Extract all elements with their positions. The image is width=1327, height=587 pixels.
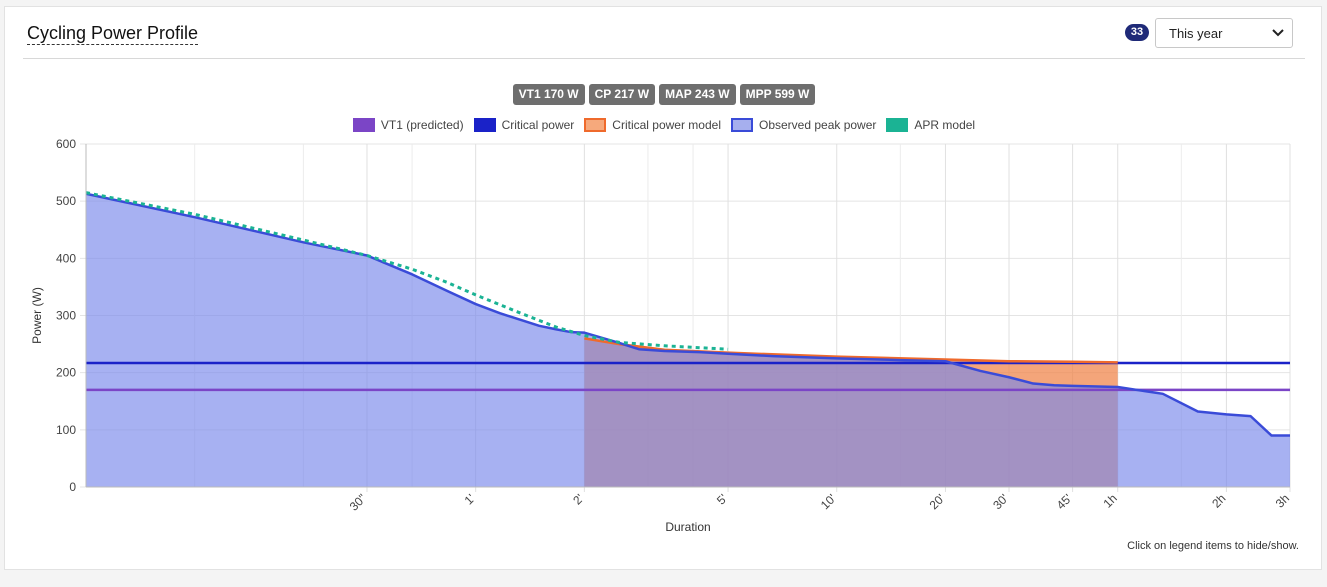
legend-item-observed-peak-power[interactable]: Observed peak power — [730, 118, 877, 132]
legend-label: Observed peak power — [758, 118, 877, 132]
x-tick-label: 30' — [990, 491, 1011, 512]
legend-item-critical-power[interactable]: Critical power — [473, 118, 575, 132]
x-tick-label: 2h — [1209, 491, 1228, 510]
metric-badge-cp: CP 217 W — [588, 84, 656, 105]
legend-swatch-critical-power — [473, 118, 496, 132]
y-tick-label: 0 — [69, 480, 76, 494]
legend-swatch-observed-peak-power — [730, 118, 753, 132]
power-profile-card: Cycling Power Profile 33 This year VT1 1… — [4, 6, 1322, 570]
series-outline-observed-peak-power — [85, 192, 1290, 437]
x-tick-label: 2' — [570, 491, 586, 507]
legend-swatch-critical-power-model — [584, 118, 607, 132]
card-header: Cycling Power Profile 33 This year — [23, 7, 1305, 59]
legend-hint: Click on legend items to hide/show. — [1127, 540, 1299, 552]
y-axis-title: Power (W) — [30, 287, 44, 344]
y-tick-label: 600 — [56, 137, 76, 151]
x-tick-label: 45' — [1054, 491, 1075, 512]
x-tick-label: 30" — [347, 491, 369, 513]
metric-badges: VT1 170 W CP 217 W MAP 243 W MPP 599 W — [5, 84, 1323, 106]
metric-badge-vt1: VT1 170 W — [512, 84, 585, 105]
y-tick-label: 200 — [56, 366, 76, 380]
x-tick-label: 1' — [462, 491, 478, 507]
metric-badge-map: MAP 243 W — [659, 84, 736, 105]
page-title: Cycling Power Profile — [27, 23, 199, 45]
period-select[interactable]: This year — [1155, 18, 1293, 48]
period-select-value: This year — [1169, 26, 1223, 41]
metric-badge-mpp: MPP 599 W — [739, 84, 816, 105]
chevron-down-icon — [1272, 29, 1284, 37]
legend-label: VT1 (predicted) — [380, 118, 464, 132]
x-axis-title: Duration — [665, 520, 710, 534]
y-tick-label: 500 — [56, 194, 76, 208]
series-line-apr-model — [85, 191, 729, 351]
legend-swatch-vt1 — [352, 118, 375, 132]
series-area-observed-peak-power — [86, 193, 1290, 488]
legend-item-critical-power-model[interactable]: Critical power model — [584, 118, 721, 132]
x-tick-label: 10' — [818, 491, 839, 512]
legend-label: Critical power model — [612, 118, 721, 132]
y-tick-label: 400 — [56, 251, 76, 265]
series-outline-critical-power-model — [584, 337, 1118, 364]
x-tick-label: 1h — [1100, 491, 1119, 510]
y-tick-label: 100 — [56, 423, 76, 437]
legend-item-vt1[interactable]: VT1 (predicted) — [352, 118, 464, 132]
legend-label: APR model — [914, 118, 976, 132]
legend-label: Critical power — [501, 118, 575, 132]
x-tick-label: 3h — [1273, 491, 1292, 510]
x-tick-label: 20' — [927, 491, 948, 512]
power-profile-chart: 0 100 200 300 400 500 600 30" 1' 2' 5' 10' 20' 30' 45'… — [30, 137, 1292, 534]
chart-legend: VT1 (predicted) Critical power Critical … — [5, 118, 1323, 136]
x-tick-label: 5' — [714, 491, 730, 507]
legend-swatch-apr-model — [886, 118, 909, 132]
y-tick-label: 300 — [56, 309, 76, 323]
legend-item-apr-model[interactable]: APR model — [886, 118, 975, 132]
count-badge: 33 — [1125, 24, 1149, 41]
